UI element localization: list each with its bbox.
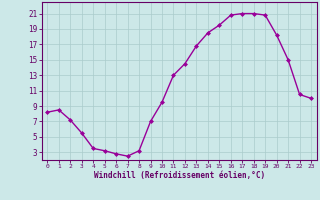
X-axis label: Windchill (Refroidissement éolien,°C): Windchill (Refroidissement éolien,°C) <box>94 171 265 180</box>
